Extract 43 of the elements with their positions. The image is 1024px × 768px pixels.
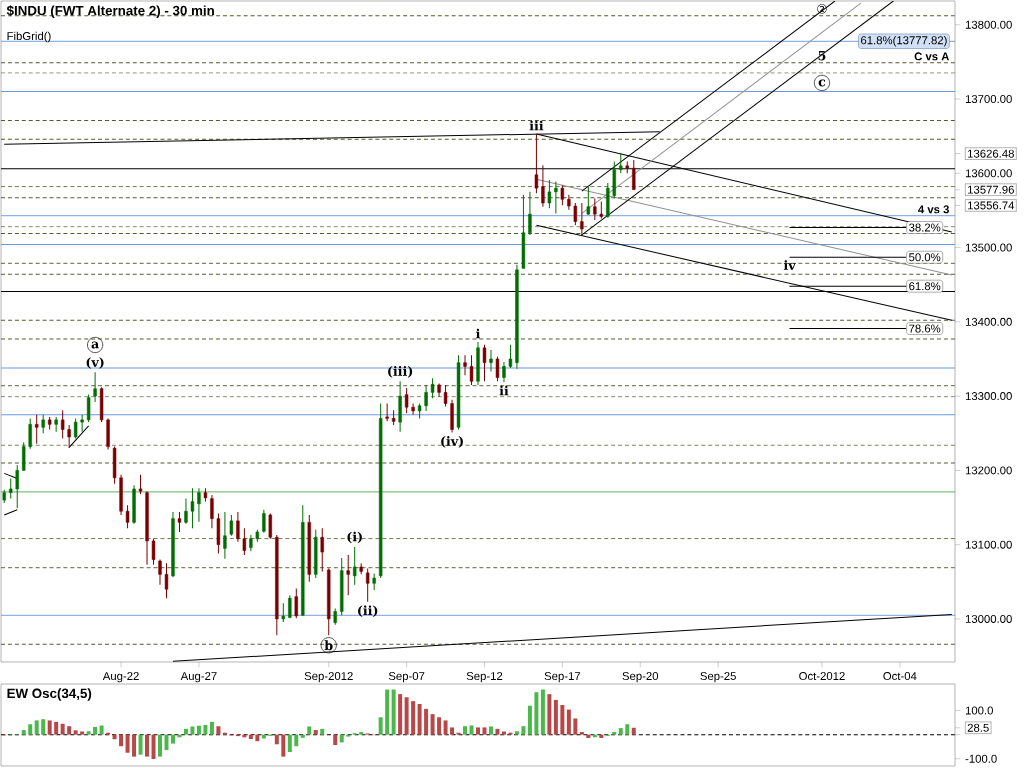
annotation: FibGrid() bbox=[7, 31, 51, 43]
annotation: (ii) bbox=[358, 605, 378, 618]
ref-line-label: 61.8%(13777.82) bbox=[861, 35, 947, 47]
chart-title: $INDU (FWT Alternate 2) - 30 min bbox=[6, 5, 214, 18]
annotation: b bbox=[324, 640, 333, 651]
x-tick-label: Sep-07 bbox=[388, 672, 425, 683]
annotation: 78.6% bbox=[909, 324, 941, 333]
y-tick-label: 13600.00 bbox=[965, 169, 1012, 178]
annotation: 50.0% bbox=[909, 253, 941, 262]
annotation: c bbox=[818, 79, 826, 87]
annotation: (i) bbox=[347, 531, 362, 544]
annotation: (v) bbox=[86, 357, 104, 369]
y-tick-label: 13500.00 bbox=[965, 243, 1012, 252]
y-tick-label: 13100.00 bbox=[965, 540, 1012, 549]
y-tick-label: 13000.00 bbox=[965, 614, 1012, 623]
y-tick-label: 13800.00 bbox=[965, 20, 1012, 29]
x-tick-label: Aug-22 bbox=[102, 672, 139, 683]
annotation: a bbox=[91, 341, 99, 349]
y-tick-label: 13556.74 bbox=[968, 201, 1015, 210]
annotation: iii bbox=[529, 120, 544, 131]
annotation: (iii) bbox=[388, 366, 413, 378]
x-tick-label: Oct-2012 bbox=[799, 672, 845, 681]
annotation: (iv) bbox=[441, 436, 463, 448]
annotation: 4 vs 3 bbox=[918, 205, 949, 214]
annotation: 61.8% bbox=[909, 282, 941, 291]
annotation: C vs A bbox=[914, 52, 950, 61]
y-tick-label: 13200.00 bbox=[965, 466, 1012, 475]
x-tick-label: Sep-2012 bbox=[304, 672, 353, 683]
annotation: ii bbox=[499, 385, 509, 396]
y-tick-label: 13700.00 bbox=[965, 95, 1012, 104]
y-tick-label: 13300.00 bbox=[965, 392, 1012, 401]
x-tick-label: Sep-12 bbox=[466, 672, 503, 683]
x-tick-label: Aug-27 bbox=[180, 672, 217, 683]
x-tick-label: Sep-25 bbox=[700, 672, 736, 683]
y-tick-label: 13400.00 bbox=[965, 317, 1012, 326]
x-tick-label: Sep-20 bbox=[622, 672, 659, 683]
y-tick-label: 13626.48 bbox=[968, 149, 1014, 158]
annotation: i bbox=[476, 328, 481, 339]
annotation: iv bbox=[783, 260, 796, 270]
y-tick-label: 13577.96 bbox=[968, 185, 1014, 194]
annotation: 38.2% bbox=[909, 223, 941, 232]
x-tick-label: Sep-17 bbox=[544, 672, 581, 683]
x-tick-label: Oct-04 bbox=[883, 672, 917, 681]
